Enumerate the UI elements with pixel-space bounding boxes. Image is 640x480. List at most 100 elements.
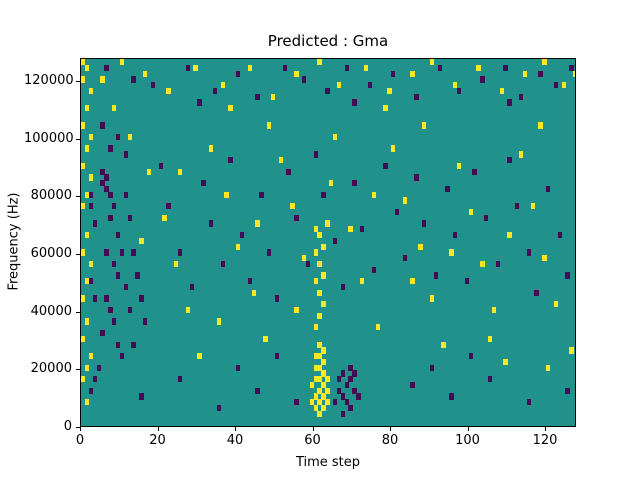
- heatmap-cell: [108, 191, 113, 198]
- heatmap-cell: [518, 93, 524, 100]
- heatmap-cell: [313, 393, 318, 400]
- heatmap-cell: [143, 70, 148, 77]
- heatmap-cell: [158, 162, 163, 170]
- y-tick-mark: [76, 138, 80, 140]
- heatmap-cell: [538, 122, 543, 129]
- y-tick-label: 20000: [30, 361, 72, 377]
- heatmap-cell: [526, 249, 531, 256]
- x-tick-label: 120: [532, 433, 558, 448]
- heatmap-cell: [344, 381, 349, 389]
- heatmap-cell: [104, 249, 109, 256]
- heatmap-cell: [115, 231, 121, 239]
- heatmap-cell: [325, 220, 330, 227]
- heatmap-cell: [104, 174, 109, 181]
- heatmap-cell: [561, 82, 566, 89]
- heatmap-cell: [92, 376, 97, 383]
- heatmap-cell: [84, 191, 90, 198]
- heatmap-cell: [429, 295, 435, 302]
- heatmap-cell: [437, 64, 442, 72]
- heatmap-cell: [321, 243, 326, 250]
- heatmap-cell: [344, 64, 349, 72]
- heatmap-cell: [88, 174, 94, 181]
- heatmap-cell: [81, 335, 86, 343]
- y-tick-mark: [76, 81, 80, 83]
- heatmap-cell: [127, 133, 132, 141]
- heatmap-cell: [313, 364, 318, 371]
- heatmap-cell: [433, 272, 438, 279]
- heatmap-cell: [305, 260, 311, 268]
- heatmap-cell: [317, 410, 322, 417]
- heatmap-cell: [336, 387, 342, 394]
- heatmap-cell: [557, 231, 562, 239]
- heatmap-cell: [216, 404, 221, 412]
- heatmap-cell: [100, 76, 105, 83]
- heatmap-cell: [371, 266, 376, 273]
- heatmap-cell: [325, 387, 330, 394]
- heatmap-cell: [278, 157, 283, 164]
- heatmap-cell: [294, 214, 299, 221]
- heatmap-cell: [394, 208, 400, 216]
- heatmap-cell: [526, 399, 531, 406]
- heatmap-cell: [546, 364, 551, 371]
- heatmap-cell: [294, 70, 299, 77]
- heatmap-cell: [348, 226, 353, 233]
- heatmap-cell: [309, 381, 314, 389]
- heatmap-cell: [88, 203, 94, 210]
- heatmap-cell: [321, 404, 326, 412]
- y-tick-label: 60000: [30, 246, 72, 262]
- x-tick-label: 80: [381, 433, 399, 448]
- heatmap-cell: [174, 260, 179, 268]
- heatmap-cell: [356, 393, 361, 400]
- heatmap-cell: [414, 93, 419, 100]
- heatmap-cell: [422, 220, 427, 227]
- heatmap-cell: [294, 306, 299, 314]
- heatmap-cell: [391, 145, 396, 152]
- heatmap-cell: [332, 237, 338, 244]
- heatmap-cell: [515, 203, 520, 210]
- heatmap-cell: [239, 231, 245, 239]
- heatmap-cell: [92, 295, 97, 302]
- heatmap-cell: [499, 87, 504, 95]
- heatmap-cell: [255, 387, 260, 394]
- heatmap-cell: [321, 370, 326, 377]
- heatmap-cell: [131, 76, 136, 83]
- heatmap-cell: [340, 283, 345, 291]
- heatmap-cell: [313, 324, 318, 331]
- heatmap-cell: [84, 318, 90, 325]
- heatmap-cell: [332, 133, 338, 141]
- heatmap-cell: [88, 133, 94, 141]
- heatmap-cell: [352, 180, 357, 187]
- heatmap-cell: [321, 191, 326, 198]
- heatmap-cell: [313, 353, 318, 360]
- heatmap-cell: [96, 364, 101, 371]
- heatmap-cell: [177, 249, 183, 256]
- heatmap-cell: [143, 318, 148, 325]
- heatmap-cell: [456, 87, 462, 95]
- heatmap-cell: [208, 145, 214, 152]
- heatmap-cell: [92, 220, 97, 227]
- heatmap-cell: [546, 185, 551, 193]
- y-tick-mark: [76, 196, 80, 198]
- heatmap-cell: [135, 272, 140, 279]
- heatmap-cell: [177, 168, 183, 175]
- heatmap-cell: [313, 151, 318, 158]
- heatmap-cell: [100, 329, 105, 337]
- heatmap-cell: [131, 341, 136, 348]
- heatmap-cell: [236, 364, 241, 371]
- heatmap-cell: [84, 278, 90, 285]
- heatmap-cell: [282, 64, 287, 72]
- heatmap-cell: [321, 358, 326, 366]
- heatmap-cell: [313, 404, 318, 412]
- heatmap-cell: [418, 243, 423, 250]
- heatmap-cell: [325, 376, 330, 383]
- y-axis-label: Frequency (Hz): [6, 192, 22, 291]
- heatmap-cell: [146, 168, 152, 175]
- heatmap-cell: [352, 99, 357, 106]
- x-tick-mark: [80, 427, 81, 431]
- heatmap-cell: [139, 393, 144, 400]
- heatmap-cell: [228, 105, 233, 112]
- heatmap-cell: [422, 122, 427, 129]
- heatmap-cell: [363, 64, 369, 72]
- heatmap-cell: [317, 376, 322, 383]
